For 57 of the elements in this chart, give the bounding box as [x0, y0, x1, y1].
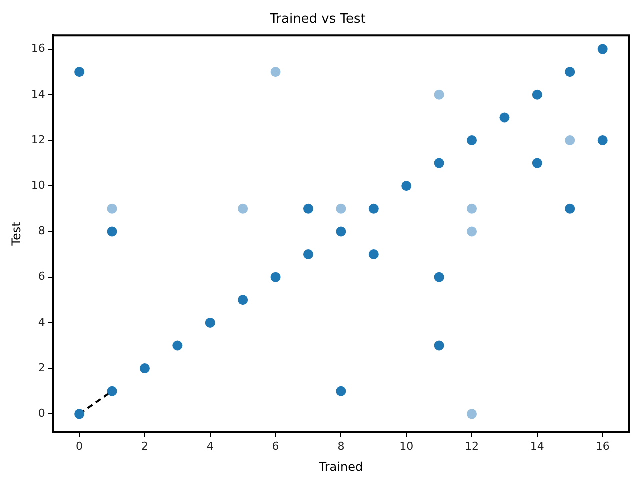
- y-tick-label: 4: [38, 316, 46, 329]
- x-tick-label: 0: [76, 440, 84, 453]
- point: [336, 386, 346, 396]
- point: [238, 204, 248, 214]
- point: [402, 181, 412, 192]
- y-axis-title: Test: [9, 222, 24, 247]
- point: [434, 340, 444, 351]
- point: [532, 90, 542, 100]
- point: [303, 250, 314, 260]
- point: [74, 67, 85, 78]
- y-tick-label: 6: [38, 270, 46, 284]
- x-tick-label: 2: [141, 440, 148, 453]
- y-tick-label: 8: [38, 224, 46, 238]
- y-tick-label: 16: [31, 42, 46, 56]
- x-tick-label: 16: [596, 440, 610, 453]
- point: [434, 90, 444, 100]
- point: [74, 409, 85, 420]
- point: [434, 272, 444, 282]
- x-tick-label: 6: [272, 440, 280, 453]
- y-tick-label: 14: [31, 88, 46, 101]
- y-tick-label: 12: [31, 133, 46, 146]
- point: [467, 409, 478, 420]
- point: [238, 295, 248, 306]
- y-tick-label: 10: [31, 178, 46, 192]
- point: [532, 158, 542, 168]
- point: [434, 158, 444, 168]
- x-tick-label: 14: [530, 440, 544, 453]
- chart-title: Trained vs Test: [269, 12, 366, 28]
- x-axis-title: Trained: [318, 460, 364, 474]
- point: [107, 204, 118, 214]
- point: [598, 136, 608, 146]
- point: [467, 136, 478, 146]
- point: [270, 272, 281, 282]
- point: [336, 204, 346, 214]
- y-tick-label: 2: [38, 361, 46, 374]
- x-tick-label: 12: [465, 440, 480, 453]
- point: [565, 67, 576, 78]
- x-tick-label: 4: [206, 440, 214, 453]
- point: [368, 204, 379, 214]
- y-tick-label: 0: [38, 407, 46, 420]
- point: [107, 226, 118, 237]
- point: [107, 386, 118, 396]
- point: [205, 318, 216, 328]
- point: [270, 67, 281, 78]
- point: [565, 136, 576, 146]
- point: [303, 204, 314, 214]
- point: [336, 226, 346, 237]
- x-tick-label: 10: [400, 440, 414, 453]
- x-tick-label: 8: [338, 440, 345, 453]
- point: [598, 44, 608, 54]
- point: [565, 204, 576, 214]
- point: [500, 112, 510, 123]
- point: [172, 340, 183, 351]
- point: [467, 226, 478, 237]
- point: [467, 204, 478, 214]
- point: [140, 364, 150, 374]
- point: [368, 250, 379, 260]
